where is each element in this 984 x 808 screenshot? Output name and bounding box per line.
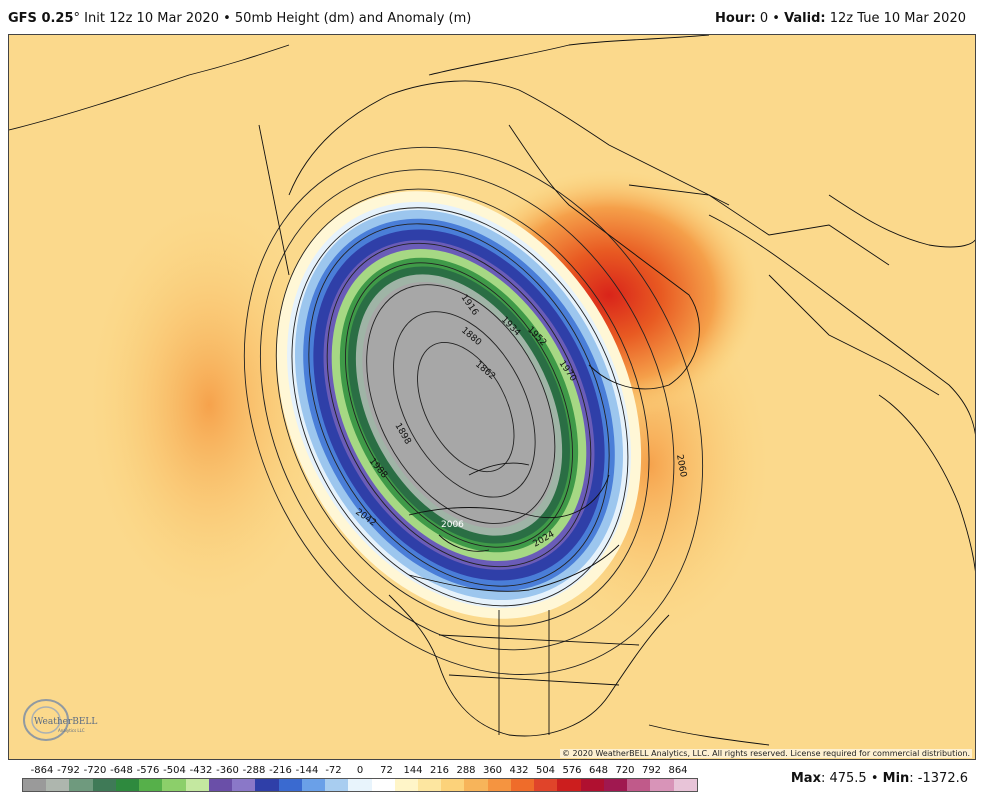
- colorbar-swatch: [627, 779, 651, 791]
- colorbar-swatch: [650, 779, 674, 791]
- colorbar-tick-label: 504: [535, 765, 556, 776]
- colorbar-swatch: [441, 779, 465, 791]
- colorbar-tick-label: -144: [295, 765, 319, 776]
- colorbar-swatch: [115, 779, 140, 791]
- colorbar-tick-label: 864: [668, 765, 688, 776]
- map-header: GFS 0.25° Init 12z 10 Mar 2020 • 50mb He…: [0, 0, 984, 34]
- logo-subtext: Analytics LLC: [58, 728, 85, 733]
- colorbar-swatch: [139, 779, 163, 791]
- colorbar-swatch: [162, 779, 186, 791]
- colorbar-tick-label: 432: [509, 765, 529, 776]
- colorbar-swatch: [510, 779, 535, 791]
- colorbar-swatch: [46, 779, 70, 791]
- colorbar-tick-label: 0: [356, 765, 364, 776]
- colorbar-swatch: [557, 779, 581, 791]
- hour-value: 0 •: [755, 11, 785, 26]
- height-contours: [243, 146, 704, 675]
- max-value: : 475.5 •: [820, 771, 883, 786]
- colorbar-swatch: [92, 779, 116, 791]
- map-svg: 1916 1880 1862 1934 1952 1970 1898 1988 …: [9, 35, 975, 759]
- weatherbell-logo: WeatherBELL Analytics LLC: [23, 699, 97, 741]
- map-title: GFS 0.25° Init 12z 10 Mar 2020 • 50mb He…: [8, 11, 471, 26]
- colorbar-tick-label: 792: [641, 765, 662, 776]
- colorbar-swatch: [603, 779, 628, 791]
- colorbar-tick-label: 216: [429, 765, 450, 776]
- colorbar-tick-label: -864: [30, 765, 54, 776]
- colorbar-tick-label: -648: [110, 765, 133, 776]
- hour-label: Hour:: [715, 11, 756, 26]
- colorbar-tick-label: 72: [380, 765, 393, 776]
- contour-label: 2060: [674, 454, 688, 479]
- degree-symbol: °: [73, 11, 81, 26]
- colorbar-tick-label: -432: [189, 765, 213, 776]
- colorbar-swatch: [580, 779, 604, 791]
- colorbar-tick-label: -504: [163, 765, 186, 776]
- colorbar-tick-label: -576: [136, 765, 160, 776]
- colorbar-tick-label: 720: [615, 765, 635, 776]
- contour-label: 2006: [441, 520, 464, 530]
- colorbar-swatch: [208, 779, 233, 791]
- colorbar-swatch: [69, 779, 93, 791]
- colorbar-swatch: [417, 779, 442, 791]
- colorbar-tick-label: -72: [325, 765, 342, 776]
- anomaly-colorbar: [22, 778, 698, 792]
- min-value: : -1372.6: [909, 771, 968, 786]
- valid-time: Hour: 0 • Valid: 12z Tue 10 Mar 2020: [715, 11, 966, 26]
- colorbar-tick-label: 648: [588, 765, 609, 776]
- warm-anomaly-pacific: [89, 205, 329, 605]
- max-min-readout: Max: 475.5 • Min: -1372.6: [791, 771, 968, 786]
- colorbar-swatch: [278, 779, 302, 791]
- polar-vortex-anomaly: [276, 191, 642, 619]
- colorbar-swatch: [185, 779, 209, 791]
- coastlines: [9, 35, 975, 746]
- colorbar-swatch: [301, 779, 326, 791]
- colorbar-tick-label: -288: [242, 765, 266, 776]
- colorbar-labels: -864 -792 -720 -648 -576 -504 -432 -360 -288 -216…: [22, 765, 698, 779]
- colorbar-tick-label: -360: [216, 765, 239, 776]
- colorbar-tick-label: -792: [57, 765, 80, 776]
- colorbar-swatch: [534, 779, 558, 791]
- colorbar-swatch: [255, 779, 279, 791]
- colorbar-swatch: [371, 779, 395, 791]
- colorbar-tick-label: 144: [403, 765, 423, 776]
- colorbar-tick-label: -216: [269, 765, 292, 776]
- colorbar-tick-label: 288: [456, 765, 476, 776]
- valid-value: 12z Tue 10 Mar 2020: [825, 11, 966, 26]
- colorbar-tick-label: -720: [83, 765, 107, 776]
- copyright-notice: © 2020 WeatherBELL Analytics, LLC. All r…: [560, 749, 972, 758]
- max-label: Max: [790, 771, 821, 786]
- colorbar-swatch: [487, 779, 511, 791]
- colorbar-swatch: [232, 779, 256, 791]
- colorbar-swatch: [394, 779, 418, 791]
- map-canvas: 1916 1880 1862 1934 1952 1970 1898 1988 …: [8, 34, 976, 760]
- colorbar-tick-label: 360: [482, 765, 503, 776]
- colorbar-swatch: [325, 779, 349, 791]
- init-description: Init 12z 10 Mar 2020 • 50mb Height (dm) …: [80, 11, 472, 26]
- colorbar-swatch: [464, 779, 488, 791]
- min-label: Min: [882, 771, 910, 786]
- valid-label: Valid:: [784, 11, 826, 26]
- colorbar-swatch: [673, 779, 697, 791]
- colorbar-swatch: [348, 779, 372, 791]
- model-name: GFS 0.25: [8, 11, 74, 26]
- logo-text: WeatherBELL: [34, 717, 97, 727]
- colorbar-swatch: [23, 779, 47, 791]
- colorbar-tick-label: 576: [562, 765, 582, 776]
